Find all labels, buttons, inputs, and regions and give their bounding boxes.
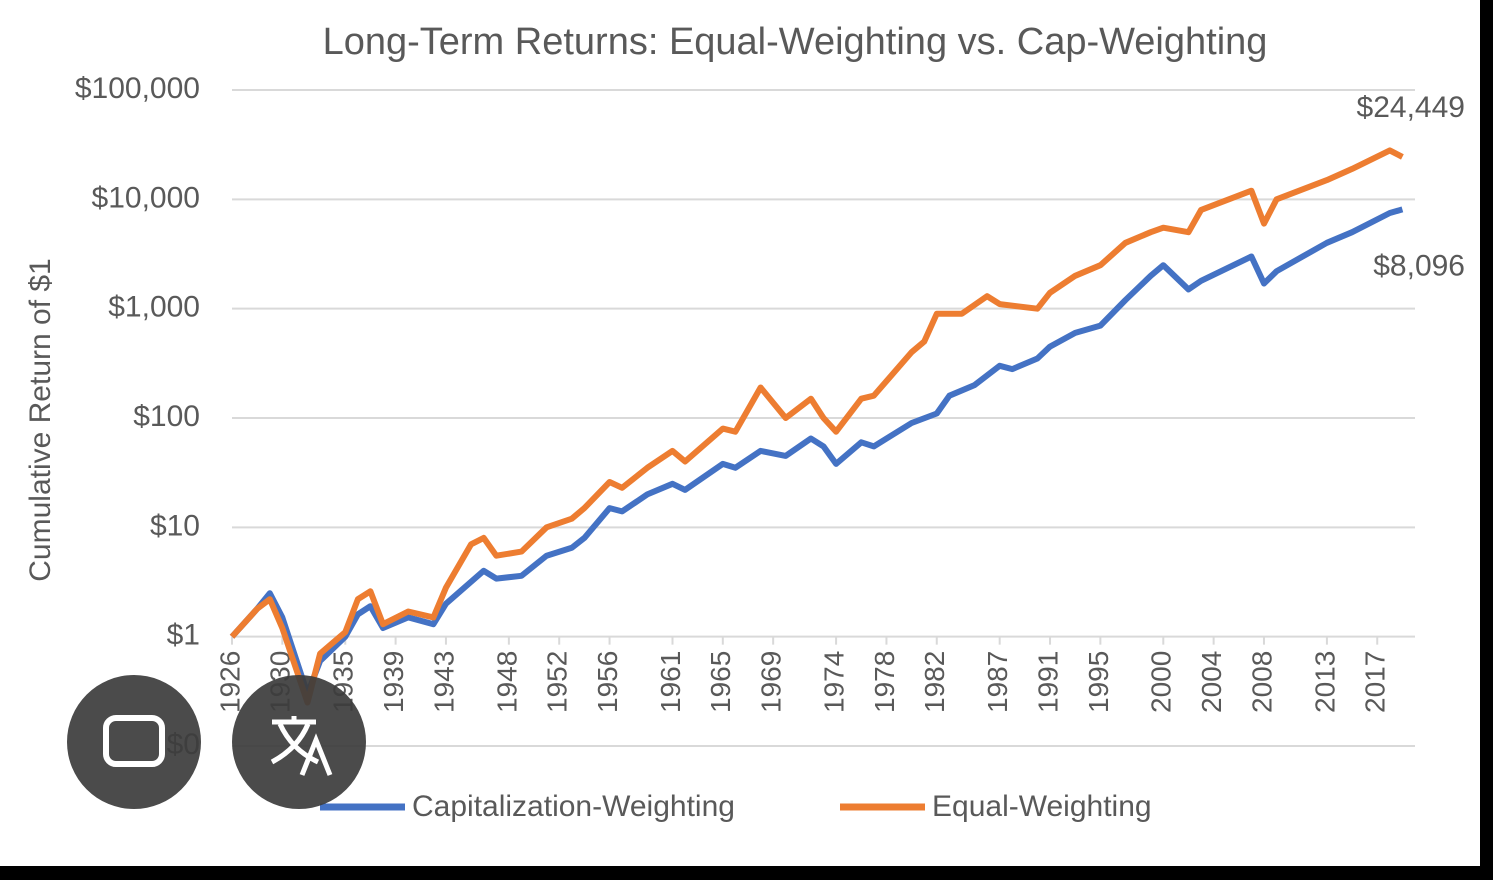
series-line (229, 147, 1404, 706)
y-tick-label: $100,000 (75, 72, 200, 105)
legend-label: Capitalization-Weighting (412, 790, 735, 823)
background (0, 0, 1480, 866)
x-tick-label: 1956 (592, 651, 623, 713)
x-tick-label: 1952 (542, 651, 573, 713)
y-tick-label: $10,000 (92, 181, 200, 214)
y-tick-label: $10 (150, 509, 200, 542)
x-tick-label: 2013 (1309, 651, 1340, 713)
chart-title: Long-Term Returns: Equal-Weighting vs. C… (323, 21, 1268, 63)
x-tick-label: 1991 (1032, 651, 1063, 713)
x-tick-label: 1926 (214, 651, 245, 713)
camera-icon (103, 715, 165, 767)
y-axis-label: Cumulative Return of $1 (24, 258, 57, 582)
overlay-buttons (67, 675, 366, 809)
x-tick-label: 1987 (982, 651, 1013, 713)
x-tick-label: 2004 (1196, 651, 1227, 713)
series-line (229, 206, 1404, 697)
legend-label: Equal-Weighting (932, 790, 1152, 823)
annotation: $8,096 (1373, 249, 1465, 282)
x-tick-label: 1965 (705, 651, 736, 713)
y-tick-label: $1,000 (108, 291, 200, 324)
x-tick-label: 1969 (756, 651, 787, 713)
y-tick-label: $100 (133, 400, 200, 433)
x-tick-label: 2008 (1246, 651, 1277, 713)
annotation: $24,449 (1357, 91, 1465, 124)
overlay-button[interactable] (67, 675, 201, 809)
x-tick-label: 2000 (1146, 651, 1177, 713)
x-tick-label: 1978 (869, 651, 900, 713)
x-tick-label: 1943 (428, 651, 459, 713)
x-tick-label: 1939 (378, 651, 409, 713)
x-tick-label: 1982 (919, 651, 950, 713)
x-tick-label: 1995 (1083, 651, 1114, 713)
x-tick-label: 1961 (655, 651, 686, 713)
x-tick-label: 2017 (1360, 651, 1391, 713)
y-tick-label: $1 (167, 619, 200, 652)
x-tick-label: 1948 (491, 651, 522, 713)
translate-icon (270, 716, 333, 776)
x-tick-label: 1974 (818, 651, 849, 713)
